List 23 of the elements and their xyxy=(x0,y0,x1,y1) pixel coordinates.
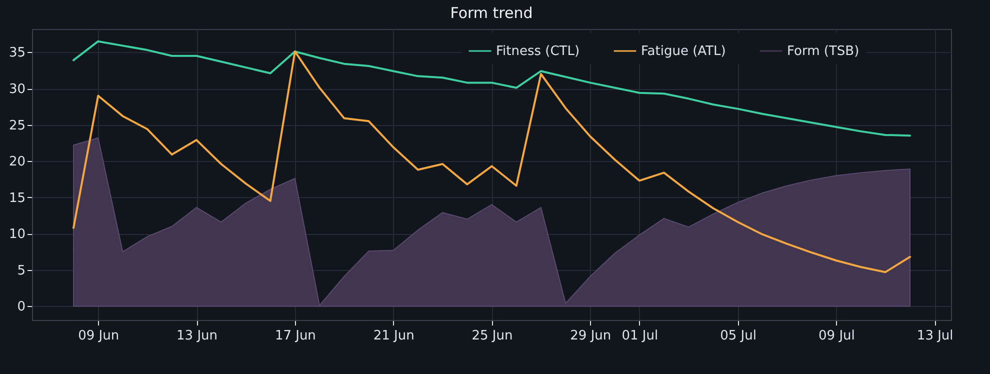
x-tick-label: 29 Jun xyxy=(570,328,612,344)
y-tick-label: 5 xyxy=(17,263,26,278)
y-tick-label: 35 xyxy=(8,46,26,61)
legend-label: Fatigue (ATL) xyxy=(641,44,726,59)
x-tick-label: 13 Jul xyxy=(916,328,954,344)
x-tick-label: 17 Jun xyxy=(274,328,316,344)
y-tick-label: 20 xyxy=(8,154,26,170)
chart-title: Form trend xyxy=(450,4,533,22)
legend-label: Fitness (CTL) xyxy=(496,44,580,59)
y-tick-label: 0 xyxy=(17,300,26,315)
x-tick-label: 25 Jun xyxy=(472,328,513,344)
y-tick-label: 10 xyxy=(8,227,26,242)
x-tick-label: 13 Jun xyxy=(176,328,218,344)
x-tick-label: 01 Jul xyxy=(622,328,658,344)
x-tick-label: 09 Jun xyxy=(78,328,120,344)
line-series xyxy=(72,40,911,137)
x-tick-label: 09 Jul xyxy=(818,328,855,344)
legend-label: Form (TSB) xyxy=(787,44,860,59)
y-tick-label: 25 xyxy=(8,118,26,134)
x-tick-label: 21 Jun xyxy=(373,328,414,344)
x-tick-label: 05 Jul xyxy=(720,328,756,344)
y-tick-label: 30 xyxy=(8,82,26,98)
y-tick-label: 15 xyxy=(8,190,26,206)
